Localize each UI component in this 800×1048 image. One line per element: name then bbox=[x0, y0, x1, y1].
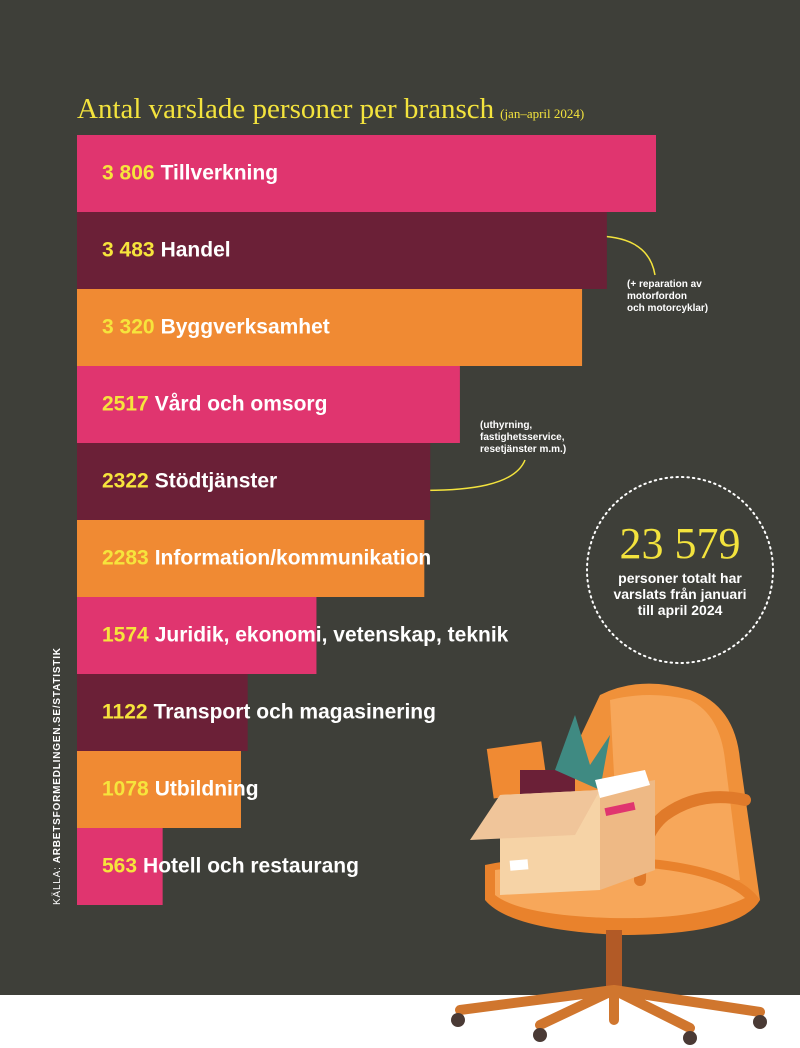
category-label: Stödtjänster bbox=[155, 469, 278, 492]
value-label: 3 806 bbox=[102, 161, 155, 184]
bar bbox=[77, 828, 163, 905]
category-label: Hotell och restaurang bbox=[143, 854, 359, 877]
bar-label: 3 320 Byggverksamhet bbox=[102, 315, 330, 338]
chart-title: Antal varslade personer per bransch (jan–… bbox=[77, 93, 584, 125]
category-label: Information/kommunikation bbox=[155, 546, 432, 569]
bar-label: 2517 Vård och omsorg bbox=[102, 392, 327, 415]
total-value: 23 579 bbox=[620, 519, 741, 568]
bar-label: 563 Hotell och restaurang bbox=[102, 854, 359, 877]
bar-label: 2283 Information/kommunikation bbox=[102, 546, 431, 569]
category-label: Utbildning bbox=[155, 777, 259, 800]
total-text: personer totalt har bbox=[618, 570, 742, 586]
category-label: Vård och omsorg bbox=[155, 392, 328, 415]
annotation: resetjänster m.m.) bbox=[480, 444, 566, 455]
annotation: (uthyrning, bbox=[480, 420, 532, 431]
value-label: 1078 bbox=[102, 777, 149, 800]
bar bbox=[77, 212, 607, 289]
total-text: till april 2024 bbox=[638, 602, 723, 618]
bar-label: 3 483 Handel bbox=[102, 238, 231, 261]
bar bbox=[77, 366, 460, 443]
category-label: Transport och magasinering bbox=[154, 700, 436, 723]
category-label: Handel bbox=[161, 238, 231, 261]
annotation: (+ reparation av bbox=[627, 279, 702, 290]
bar-label: 3 806 Tillverkning bbox=[102, 161, 278, 184]
category-label: Tillverkning bbox=[161, 161, 278, 184]
chair-illustration bbox=[451, 683, 767, 1045]
bar bbox=[77, 443, 431, 520]
bar bbox=[77, 751, 241, 828]
annotation: och motorcyklar) bbox=[627, 303, 708, 314]
value-label: 563 bbox=[102, 854, 137, 877]
bar-label: 1122 Transport och magasinering bbox=[102, 700, 436, 723]
bar bbox=[77, 674, 248, 751]
bar bbox=[77, 135, 656, 212]
value-label: 2517 bbox=[102, 392, 149, 415]
bar-label: 1574 Juridik, ekonomi, vetenskap, teknik bbox=[102, 623, 509, 646]
title: Antal varslade personer per bransch bbox=[77, 93, 495, 125]
subtitle: (jan–april 2024) bbox=[500, 106, 584, 121]
bar-label: 2322 Stödtjänster bbox=[102, 469, 277, 492]
category-label: Juridik, ekonomi, vetenskap, teknik bbox=[155, 623, 509, 646]
annotation: fastighetsservice, bbox=[480, 432, 565, 443]
value-label: 1574 bbox=[102, 623, 149, 646]
category-label: Byggverksamhet bbox=[161, 315, 330, 338]
source-url: ARBETSFORMEDLINGEN.SE/STATISTIK bbox=[52, 647, 63, 863]
value-label: 3 320 bbox=[102, 315, 155, 338]
source: KÄLLA: ARBETSFORMEDLINGEN.SE/STATISTIK bbox=[51, 647, 63, 905]
total-circle bbox=[586, 476, 774, 664]
bar bbox=[77, 597, 317, 674]
value-label: 1122 bbox=[102, 700, 148, 723]
total-text: varslats från januari bbox=[613, 586, 746, 602]
source-label: KÄLLA: bbox=[51, 866, 63, 905]
value-label: 3 483 bbox=[102, 238, 155, 261]
value-label: 2322 bbox=[102, 469, 149, 492]
bar bbox=[77, 520, 425, 597]
value-label: 2283 bbox=[102, 546, 149, 569]
bar bbox=[77, 289, 583, 366]
bar-label: 1078 Utbildning bbox=[102, 777, 259, 800]
annotation: motorfordon bbox=[627, 291, 687, 302]
